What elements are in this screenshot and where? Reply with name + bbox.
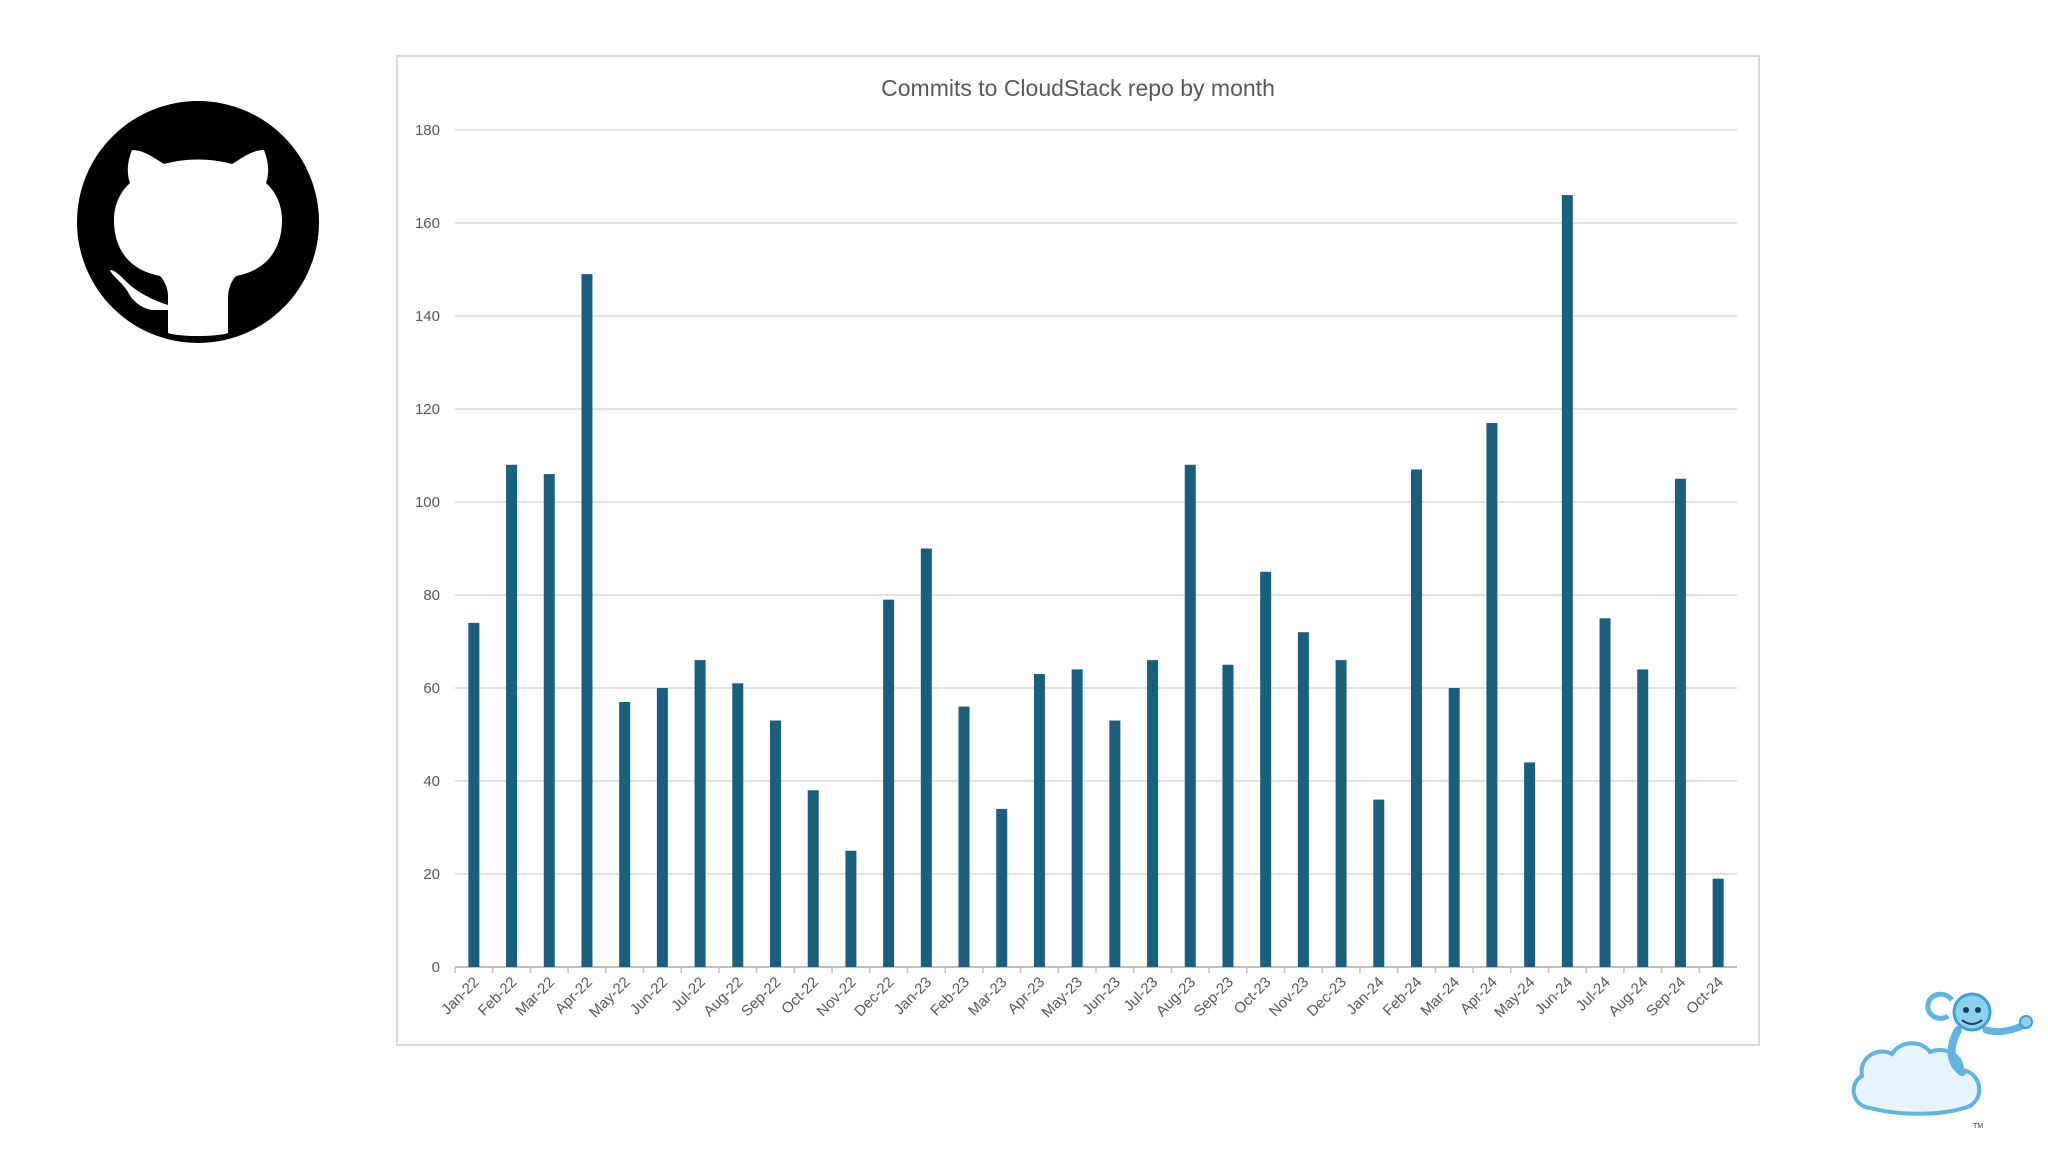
bar <box>1712 878 1724 967</box>
bar <box>1373 799 1385 967</box>
y-tick-label: 100 <box>415 494 440 511</box>
github-icon <box>77 101 319 343</box>
y-tick-label: 40 <box>423 773 440 790</box>
bars <box>468 195 1724 968</box>
bar <box>807 790 819 967</box>
chart-title: Commits to CloudStack repo by month <box>881 75 1275 101</box>
bar <box>619 701 631 967</box>
y-axis: 0 20 40 60 80 100 120 140 160 180 <box>415 122 440 976</box>
bar <box>1599 618 1611 967</box>
y-tick-label: 80 <box>423 587 440 604</box>
bar <box>1486 422 1498 967</box>
bar <box>543 474 555 967</box>
y-tick-label: 120 <box>415 401 440 418</box>
bar <box>468 622 480 967</box>
cloudstack-monkey-icon <box>1851 991 2033 1116</box>
bar <box>883 599 895 967</box>
bar <box>1674 478 1686 967</box>
y-tick-label: 60 <box>423 680 440 697</box>
bar <box>1297 632 1309 967</box>
bar <box>1147 660 1159 967</box>
bar <box>1448 688 1460 967</box>
bar <box>1222 664 1234 967</box>
y-tick-label: 20 <box>423 866 440 883</box>
bar <box>694 660 706 967</box>
bar <box>996 808 1008 967</box>
bar <box>1561 195 1573 968</box>
bar <box>920 548 932 967</box>
bar <box>845 850 857 967</box>
y-tick-label: 180 <box>415 122 440 139</box>
gridlines <box>455 129 1737 968</box>
bar <box>1260 571 1272 967</box>
bar <box>1524 762 1536 967</box>
bar <box>770 720 781 967</box>
bar <box>1109 720 1121 967</box>
bar <box>506 464 518 967</box>
trademark-mark: TM <box>1973 1123 1983 1130</box>
y-tick-label: 140 <box>415 308 440 325</box>
bar <box>581 274 593 967</box>
bar <box>1033 674 1045 967</box>
bar <box>1071 669 1083 967</box>
bar <box>1335 660 1347 967</box>
bar <box>958 706 970 967</box>
bar <box>1411 469 1422 967</box>
y-tick-label: 160 <box>415 215 440 232</box>
bar <box>1637 669 1649 967</box>
bar <box>1184 464 1196 967</box>
bar <box>732 683 744 967</box>
y-tick-label: 0 <box>432 959 440 976</box>
bar <box>656 688 668 967</box>
